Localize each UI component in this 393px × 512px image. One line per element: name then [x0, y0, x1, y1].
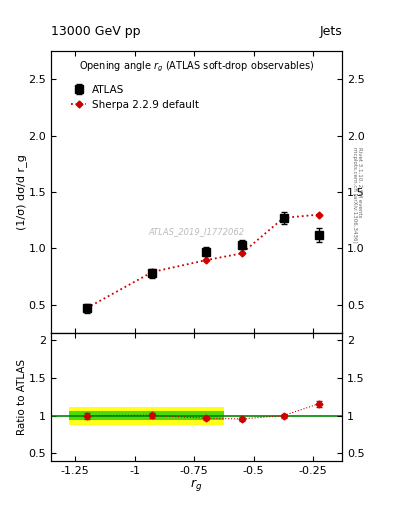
X-axis label: $r_g$: $r_g$	[190, 477, 203, 493]
Sherpa 2.2.9 default	[204, 257, 208, 263]
Legend: ATLAS, Sherpa 2.2.9 default: ATLAS, Sherpa 2.2.9 default	[71, 84, 199, 110]
Bar	[69, 407, 170, 424]
Sherpa 2.2.9 default	[150, 269, 155, 275]
Y-axis label: Ratio to ATLAS: Ratio to ATLAS	[17, 359, 27, 435]
Text: ATLAS_2019_I1772062: ATLAS_2019_I1772062	[149, 227, 244, 236]
Bar	[170, 411, 224, 420]
Sherpa 2.2.9 default	[84, 305, 89, 311]
Line: Sherpa 2.2.9 default: Sherpa 2.2.9 default	[84, 212, 322, 310]
Sherpa 2.2.9 default	[281, 215, 286, 221]
Bar	[69, 411, 170, 420]
Text: Jets: Jets	[319, 26, 342, 38]
Text: Opening angle $r_g$ (ATLAS soft-drop observables): Opening angle $r_g$ (ATLAS soft-drop obs…	[79, 60, 314, 74]
Sherpa 2.2.9 default	[317, 211, 321, 218]
Bar	[170, 407, 224, 424]
Y-axis label: (1/σ) dσ/d r_g: (1/σ) dσ/d r_g	[16, 154, 27, 230]
Text: Rivet 3.1.10, 2.9M events
mcplots.cern.ch [arXiv:1306.3436]: Rivet 3.1.10, 2.9M events mcplots.cern.c…	[352, 147, 362, 242]
Sherpa 2.2.9 default	[239, 250, 244, 257]
Text: 13000 GeV pp: 13000 GeV pp	[51, 26, 141, 38]
